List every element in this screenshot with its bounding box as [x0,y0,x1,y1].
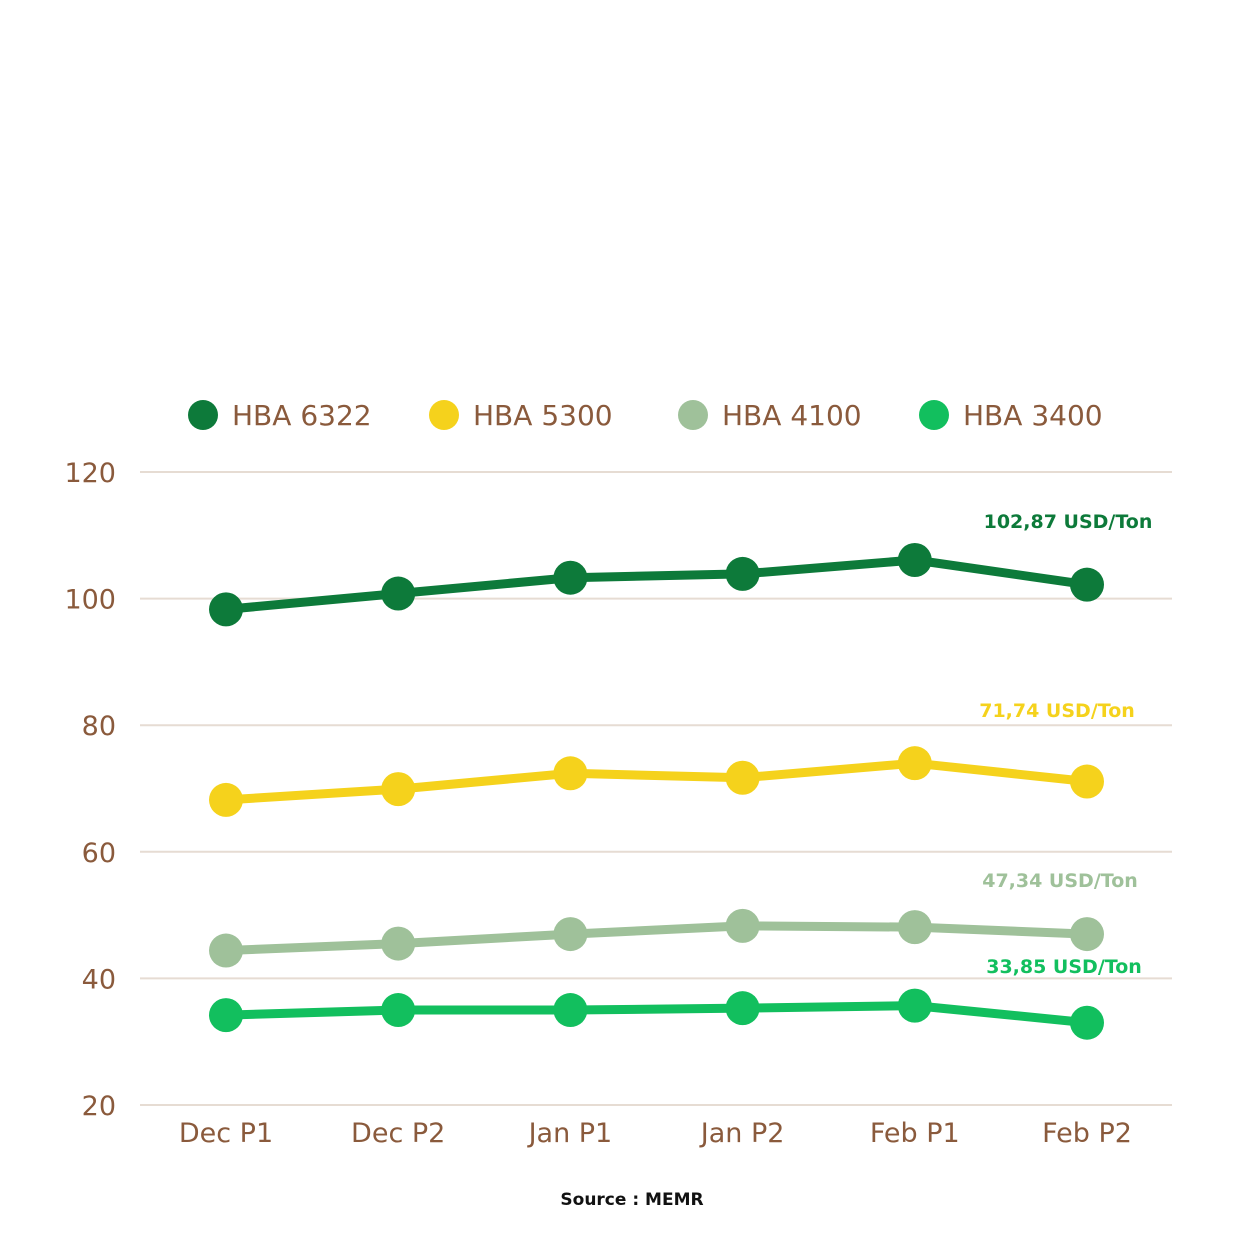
data-point [209,592,243,627]
legend-marker [919,400,949,430]
series [209,746,1104,817]
series-line [221,555,1092,614]
legend-item: HBA 4100 [678,399,862,432]
data-point [381,926,416,961]
data-point [725,908,760,943]
x-tick-label: Jan P2 [699,1118,785,1149]
y-tick-label: 120 [64,458,116,489]
y-tick-label: 100 [64,585,116,616]
data-point [1070,1005,1104,1040]
data-point [1070,917,1104,952]
legend: HBA 6322 HBA 5300 HBA 4100 HBA 3400 [188,399,1103,432]
y-tick-label: 20 [82,1091,116,1122]
data-point [553,917,588,952]
y-tick-label: 40 [82,964,116,995]
legend-marker [188,400,218,430]
data-point [725,556,760,591]
series-line [221,921,1092,956]
series-line [221,758,1092,805]
data-point [553,756,588,791]
data-point [209,998,243,1033]
data-point [897,746,932,781]
data-point [381,993,416,1028]
x-tick-label: Dec P2 [351,1118,445,1149]
y-tick-label: 80 [82,711,116,742]
x-tick-label: Jan P1 [527,1118,613,1149]
end-value-label: 33,85 USD/Ton [986,956,1142,978]
data-point [897,988,932,1023]
legend-marker [678,400,708,430]
series [209,988,1104,1040]
data-point [897,542,932,577]
legend-marker [429,400,459,430]
end-value-label: 102,87 USD/Ton [984,511,1153,533]
end-labels: 102,87 USD/Ton 71,74 USD/Ton 47,34 USD/Ton… [979,511,1152,978]
x-tick-label: Feb P1 [870,1118,960,1149]
legend-label: HBA 4100 [722,399,862,432]
data-point [381,576,416,611]
legend-item: HBA 5300 [429,399,613,432]
y-axis-ticks: 20 40 60 80 100 120 [64,458,116,1122]
series [209,908,1104,968]
data-point [1070,567,1104,602]
data-point [553,993,588,1028]
x-tick-label: Dec P1 [179,1118,273,1149]
data-point [209,933,243,968]
data-point [1070,764,1104,799]
source-note: Source : MEMR [560,1190,703,1210]
legend-label: HBA 3400 [963,399,1103,432]
legend-item: HBA 6322 [188,399,372,432]
series-layer [209,542,1104,1040]
legend-label: HBA 5300 [473,399,613,432]
series-line [221,1001,1092,1028]
data-point [725,991,760,1026]
x-tick-label: Feb P2 [1042,1118,1132,1149]
data-point [553,560,588,595]
data-point [209,782,243,817]
legend-label: HBA 6322 [232,399,372,432]
end-value-label: 47,34 USD/Ton [982,870,1138,892]
y-tick-label: 60 [82,838,116,869]
legend-item: HBA 3400 [919,399,1103,432]
series [209,542,1104,627]
data-point [897,910,932,945]
end-value-label: 71,74 USD/Ton [979,700,1135,722]
x-axis-ticks: Dec P1 Dec P2 Jan P1 Jan P2 Feb P1 Feb P2 [179,1118,1132,1149]
data-point [381,772,416,807]
data-point [725,760,760,795]
